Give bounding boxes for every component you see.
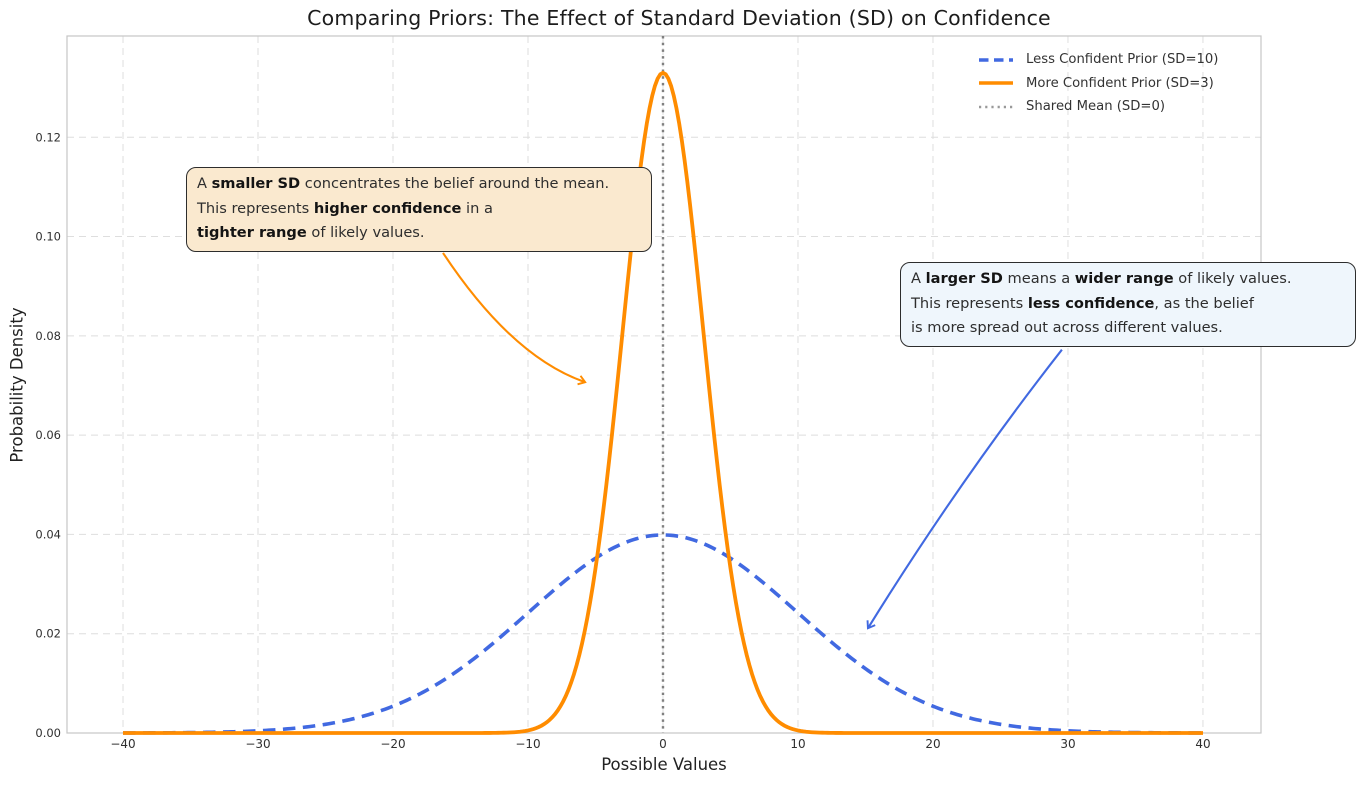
annotation-smaller-sd: A smaller SD concentrates the belief aro… [186, 167, 652, 252]
y-tick-label: 0.10 [35, 230, 61, 244]
y-tick-label: 0.00 [35, 726, 61, 740]
y-tick-label: 0.06 [35, 428, 61, 442]
x-axis-label: Possible Values [601, 755, 727, 774]
x-tick-label: −30 [245, 737, 270, 751]
legend-line-sample [978, 103, 1014, 111]
x-tick-label: 30 [1060, 737, 1075, 751]
legend: Less Confident Prior (SD=10) More Confide… [978, 48, 1218, 119]
annotation-arrow-larger [866, 349, 1063, 630]
legend-item: Less Confident Prior (SD=10) [978, 48, 1218, 72]
series-curve-less-confident [123, 533, 1203, 735]
annotation-line: A larger SD means a wider range of likel… [911, 270, 1292, 287]
x-tick-label: −10 [515, 737, 540, 751]
y-tick-label: 0.02 [35, 627, 61, 641]
legend-label: Less Confident Prior (SD=10) [1026, 52, 1219, 68]
legend-item: Shared Mean (SD=0) [978, 95, 1218, 119]
x-tick-label: 0 [659, 737, 667, 751]
y-tick-label: 0.08 [35, 329, 61, 343]
x-tick-label: 40 [1195, 737, 1210, 751]
annotation-larger-sd: A larger SD means a wider range of likel… [900, 262, 1356, 347]
y-tick-label: 0.04 [35, 527, 61, 541]
annotation-line: This represents higher confidence in a [197, 199, 493, 217]
chart-title: Comparing Priors: The Effect of Standard… [307, 6, 1051, 30]
annotation-line: A smaller SD concentrates the belief aro… [197, 175, 610, 192]
y-axis-label: Probability Density [7, 307, 27, 463]
legend-line-sample [978, 79, 1014, 87]
y-tick-label: 0.12 [35, 130, 61, 144]
annotation-line: tighter range of likely values. [197, 224, 425, 242]
x-tick-label: 10 [790, 737, 805, 751]
legend-line-sample [978, 56, 1014, 64]
legend-item: More Confident Prior (SD=3) [978, 72, 1218, 96]
legend-label: Shared Mean (SD=0) [1026, 99, 1165, 115]
series-curve-more-confident [123, 70, 1203, 735]
x-tick-label: −20 [380, 737, 405, 751]
x-tick-label: 20 [925, 737, 940, 751]
legend-label: More Confident Prior (SD=3) [1026, 75, 1214, 91]
annotation-arrow-smaller [442, 252, 587, 386]
x-tick-label: −40 [110, 737, 135, 751]
annotation-line: is more spread out across different valu… [911, 319, 1223, 337]
annotation-line: This represents less confidence, as the … [911, 294, 1254, 312]
